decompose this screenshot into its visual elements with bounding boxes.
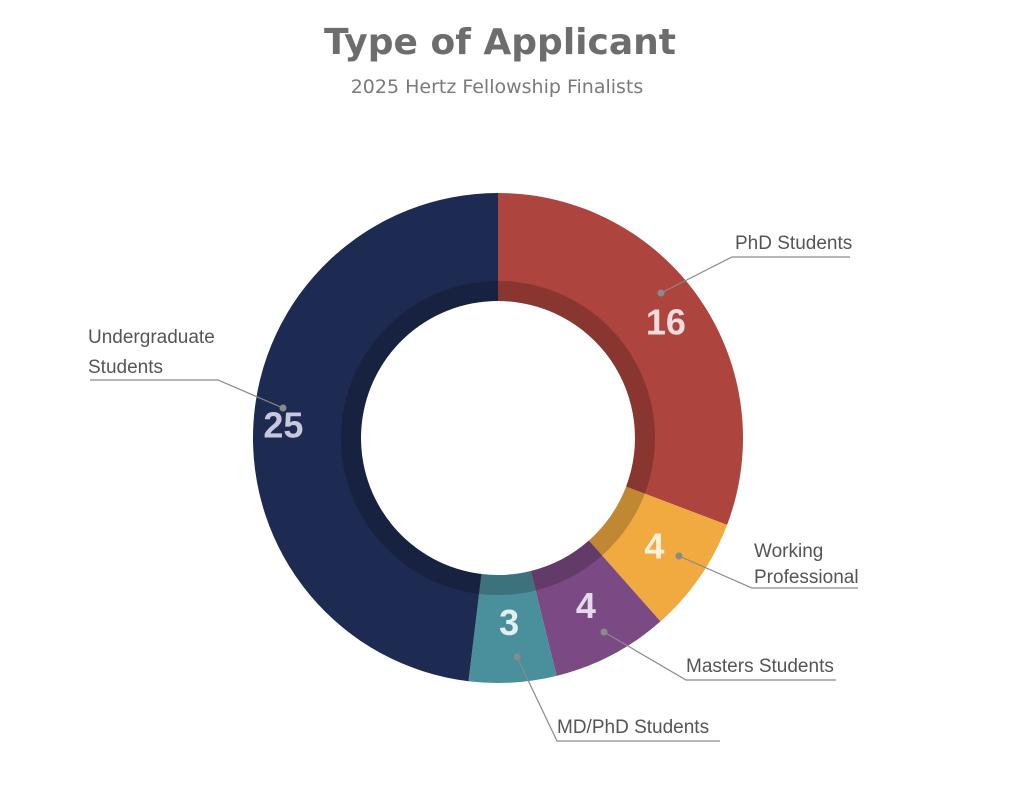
leader-dot-mdphd [513, 653, 521, 661]
leader-dot-phd [657, 289, 665, 297]
callout-working: Working Professional [675, 541, 859, 589]
category-label-working: Working Professional [754, 541, 859, 588]
slice-mdphd [468, 571, 557, 683]
callout-undergrad: Undergraduate Students [88, 327, 287, 412]
callout-phd: PhD Students [657, 233, 852, 297]
callout-masters: Masters Students [600, 628, 836, 681]
slice-masters [530, 540, 661, 676]
category-label-undergrad: Undergraduate Students [88, 327, 215, 378]
category-label-masters: Masters Students [686, 656, 834, 677]
leader-line-working [678, 555, 858, 589]
leader-line-masters [603, 631, 836, 681]
leader-dot-masters [600, 628, 608, 636]
inner-shade-ring [341, 281, 655, 595]
leader-line-undergrad [90, 379, 284, 409]
callout-mdphd: MD/PhD Students [513, 653, 720, 742]
chart-subtitle: 2025 Hertz Fellowship Finalists [350, 76, 644, 98]
category-label-mdphd: MD/PhD Students [557, 717, 709, 738]
leader-dot-undergrad [279, 404, 287, 412]
leader-line-mdphd [516, 656, 720, 742]
leader-line-phd [660, 256, 850, 294]
slice-working [588, 486, 728, 622]
callouts-layer: PhD Students Working Professional Masters S… [88, 233, 859, 742]
value-label-working: 4 [644, 525, 664, 566]
slice-undergrad [252, 192, 498, 682]
value-label-mdphd: 3 [499, 602, 519, 643]
value-label-undergrad: 25 [263, 405, 303, 446]
value-label-masters: 4 [576, 585, 596, 626]
category-label-phd: PhD Students [735, 233, 852, 254]
slices-layer [252, 192, 743, 683]
slice-phd [498, 193, 743, 525]
leader-dot-working [675, 552, 683, 560]
value-label-phd: 16 [646, 302, 686, 343]
values-layer: 16 4 4 3 25 [263, 302, 686, 644]
chart-title: Type of Applicant [324, 22, 676, 63]
